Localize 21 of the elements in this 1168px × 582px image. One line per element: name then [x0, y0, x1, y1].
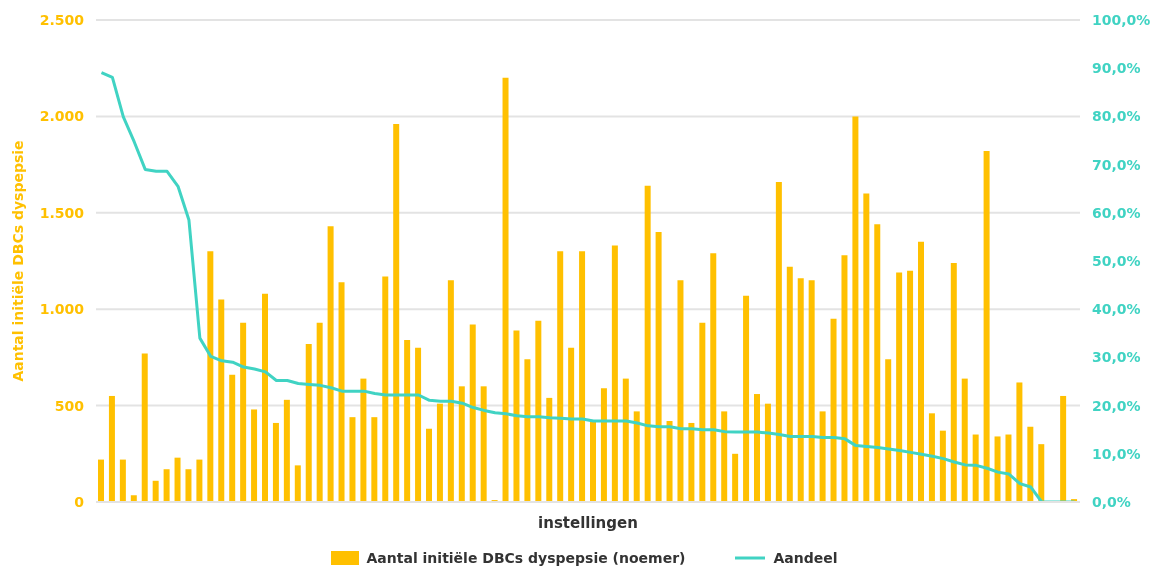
y-tick-label: 0	[74, 494, 85, 510]
y-tick-label: 1.000	[39, 301, 85, 318]
y2-tick-label: 90,0%	[1092, 60, 1141, 77]
y2-tick-label: 70,0%	[1092, 156, 1141, 173]
y-tick-label: 2.000	[39, 108, 85, 125]
y2-tick-label: 100,0%	[1092, 12, 1151, 28]
y2-tick-label: 0,0%	[1092, 494, 1131, 510]
y2-tick-label: 30,0%	[1092, 349, 1141, 366]
legend-label: Aantal initiële DBCs dyspepsie (noemer)	[366, 550, 686, 566]
y2-tick-label: 50,0%	[1092, 253, 1141, 269]
y2-tick-label: 10,0%	[1092, 445, 1141, 462]
x-axis-title: instellingen	[538, 514, 638, 532]
y-axis-title: Aantal initiële DBCs dyspepsie	[9, 140, 26, 382]
y2-tick-label: 80,0%	[1092, 108, 1141, 125]
y-tick-label: 2.500	[39, 12, 85, 28]
y-tick-label: 500	[54, 397, 85, 414]
y-tick-label: 1.500	[39, 204, 85, 221]
y2-tick-label: 40,0%	[1092, 301, 1141, 318]
y2-tick-label: 60,0%	[1092, 204, 1141, 221]
legend-label: Aandeel	[773, 550, 838, 566]
y2-tick-label: 20,0%	[1092, 397, 1141, 414]
